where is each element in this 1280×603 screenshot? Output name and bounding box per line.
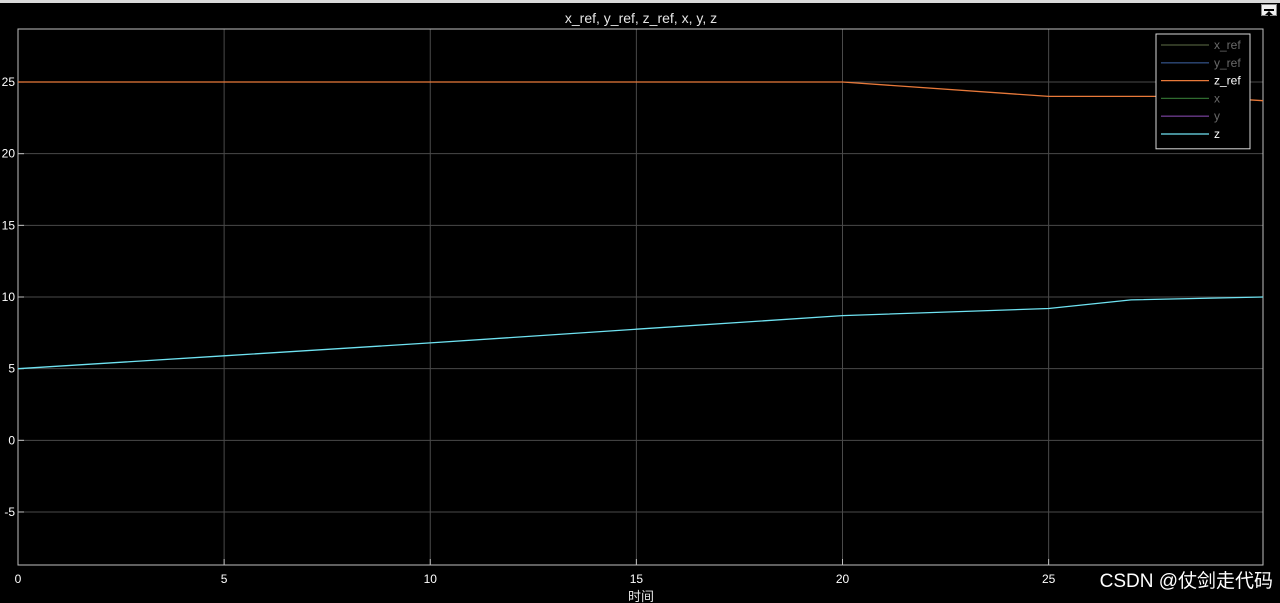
x-axis-ticks: 0 5 10 15 20 25 <box>15 559 1056 586</box>
x-axis-label: 时间 <box>628 589 654 603</box>
y-tick-label: 15 <box>2 218 16 232</box>
x-tick-label: 10 <box>424 572 438 586</box>
legend-label-y: y <box>1214 109 1220 123</box>
y-tick-label: 25 <box>2 75 16 89</box>
watermark-text: CSDN @仗剑走代码 <box>1100 570 1273 592</box>
y-axis-ticks: -5 0 5 10 15 20 25 <box>2 75 24 519</box>
legend-label-x: x <box>1214 91 1220 105</box>
legend-label-y-ref: y_ref <box>1214 56 1241 70</box>
x-tick-label: 5 <box>221 572 228 586</box>
y-tick-label: 10 <box>2 290 16 304</box>
x-tick-label: 20 <box>836 572 850 586</box>
window-top-border <box>0 0 1280 3</box>
y-tick-label: 20 <box>2 147 16 161</box>
series-line-z-ref <box>18 81 1264 102</box>
undock-arrow-icon <box>1264 9 1274 17</box>
legend-label-z: z <box>1214 127 1220 141</box>
x-tick-label: 15 <box>630 572 644 586</box>
y-tick-label: -5 <box>4 505 15 519</box>
y-tick-label: 5 <box>8 362 15 376</box>
legend-box <box>1155 33 1251 150</box>
undock-button[interactable] <box>1261 4 1277 17</box>
x-tick-label: 25 <box>1042 572 1056 586</box>
x-tick-label: 0 <box>15 572 22 586</box>
y-tick-label: 0 <box>8 433 15 447</box>
series-line-z <box>17 296 1264 370</box>
grid-lines <box>18 29 1263 565</box>
legend-label-z-ref: z_ref <box>1214 74 1241 88</box>
legend-label-x-ref: x_ref <box>1214 38 1241 52</box>
chart-title: x_ref, y_ref, z_ref, x, y, z <box>565 10 717 26</box>
